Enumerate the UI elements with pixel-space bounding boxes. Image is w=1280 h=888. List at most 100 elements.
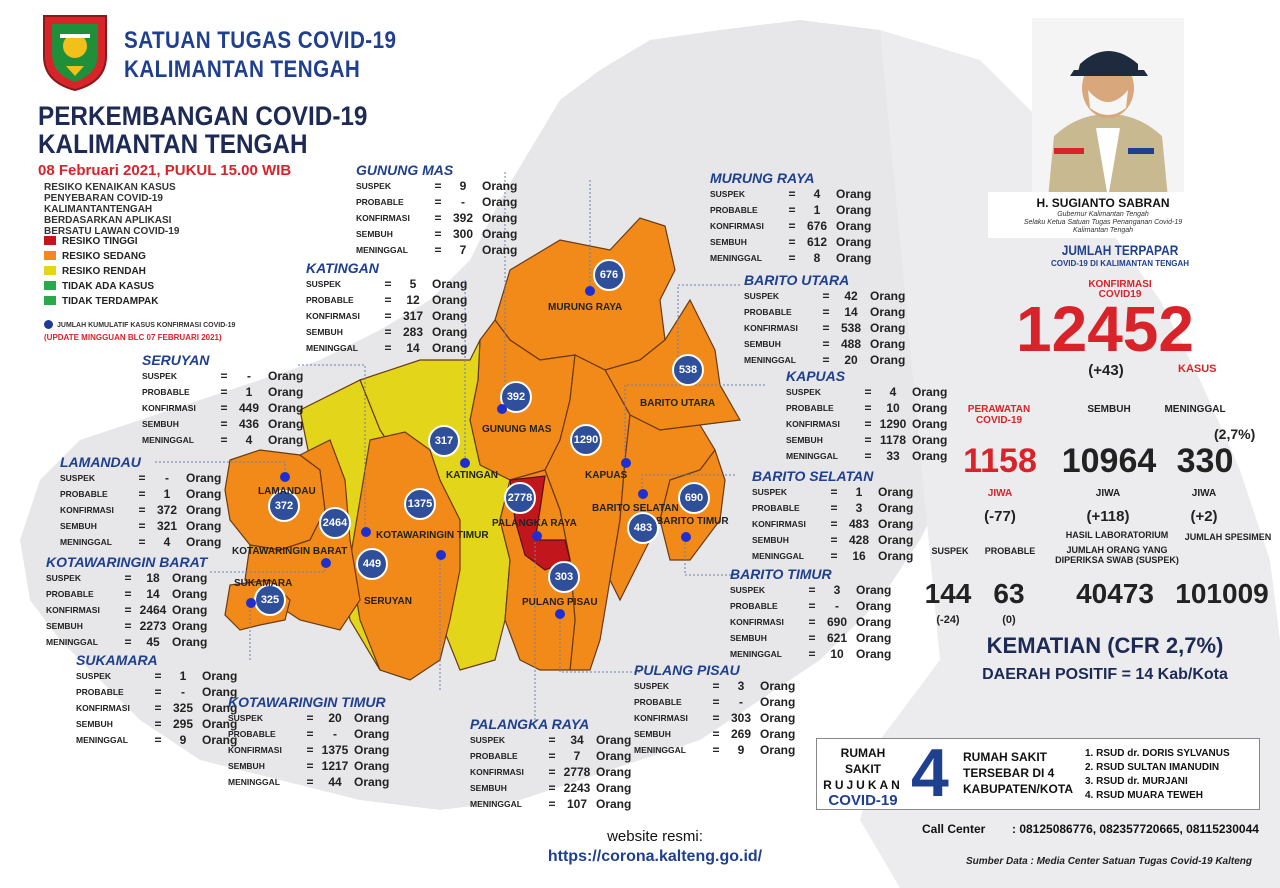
summary-subheading: COVID-19 DI KALIMANTAN TENGAH (1050, 259, 1190, 268)
stat-label: KONFIRMASI (142, 403, 196, 413)
stat-row-konfirmasi: KONFIRMASI = 1290 Orang (786, 416, 947, 432)
stat-label: SUSPEK (356, 181, 391, 191)
stat-equals: = (434, 243, 442, 257)
spesimen-count: 101009 (1175, 578, 1269, 609)
region-stats: SUSPEK = - Orang PROBABLE = 1 Orang KONFIRMASI = 3… (60, 470, 221, 550)
stat-row-sembuh: SEMBUH = 488 Orang (744, 336, 905, 352)
stat-equals: = (138, 519, 146, 533)
map-label-katingan: KATINGAN (446, 470, 499, 481)
stat-equals: = (124, 635, 132, 649)
case-circle-katingan[interactable]: 317 (428, 425, 460, 457)
stat-label: SEMBUH (752, 535, 789, 545)
meninggal-count: 330 (1176, 442, 1234, 480)
probable-count: 63 (993, 578, 1025, 609)
stat-row-probable: PROBABLE = 12 Orang (306, 292, 467, 308)
case-circle-barito-utara[interactable]: 538 (672, 354, 704, 386)
stat-label: SUSPEK (752, 487, 787, 497)
stat-equals: = (822, 289, 830, 303)
case-circle-gunung-mas[interactable]: 392 (500, 381, 532, 413)
website-url-link[interactable]: https://corona.kalteng.go.id/ (547, 848, 763, 865)
stat-value: 2243 (563, 781, 591, 795)
stat-equals: = (154, 717, 162, 731)
stat-equals: = (124, 603, 132, 617)
stat-unit: Orang (878, 501, 914, 515)
case-circle-barito-timur[interactable]: 690 (678, 482, 710, 514)
stat-unit: Orang (172, 603, 208, 617)
case-circle-palangka-raya[interactable]: 2778 (504, 482, 536, 514)
stat-unit: Orang (354, 743, 390, 757)
region-stats: SUSPEK = 18 Orang PROBABLE = 14 Orang KONFIRMASI… (46, 570, 207, 650)
case-circle-kapuas[interactable]: 1290 (570, 424, 602, 456)
stat-unit: Orang (912, 449, 948, 463)
governor-role-line: Gubernur Kalimantan Tengah (1057, 211, 1149, 218)
stat-value: 10 (830, 647, 844, 661)
stat-label: PROBABLE (356, 197, 404, 207)
map-label-barito-utara: BARITO UTARA (640, 398, 716, 409)
stat-value: 45 (146, 635, 160, 649)
stat-unit: Orang (856, 647, 892, 661)
case-circle-murung-raya[interactable]: 676 (593, 259, 625, 291)
stat-value: 488 (840, 337, 862, 351)
stat-equals: = (712, 679, 720, 693)
stat-unit: Orang (172, 587, 208, 601)
stat-unit: Orang (432, 277, 468, 291)
stat-unit: Orang (202, 717, 238, 731)
stat-value: 1 (179, 669, 187, 683)
stat-row-meninggal: MENINGGAL = 107 Orang (470, 796, 631, 812)
stat-value: 18 (146, 571, 160, 585)
stat-value: 20 (328, 711, 342, 725)
map-label-kapuas: KAPUAS (585, 470, 628, 481)
stat-equals: = (384, 309, 392, 323)
region-block-barito-utara: BARITO UTARA SUSPEK = 42 Orang PROBABLE = 14 Or… (744, 272, 905, 368)
stat-unit: Orang (354, 759, 390, 773)
case-circle-pulang-pisau[interactable]: 303 (548, 561, 580, 593)
stat-unit: Orang (870, 353, 906, 367)
stat-row-probable: PROBABLE = 10 Orang (786, 400, 947, 416)
stat-value: 690 (826, 615, 848, 629)
stat-row-probable: PROBABLE = - Orang (634, 694, 795, 710)
stat-label: SEMBUH (356, 229, 393, 239)
stat-equals: = (830, 485, 838, 499)
stat-value: 107 (566, 797, 588, 811)
stat-value: 10 (886, 401, 900, 415)
perawatan-count: 1158 (963, 442, 1037, 480)
stat-label: KONFIRMASI (470, 767, 524, 777)
case-circle-kotawaringin-timur[interactable]: 1375 (404, 488, 436, 520)
case-circle-seruyan[interactable]: 449 (356, 548, 388, 580)
stat-equals: = (384, 325, 392, 339)
case-circle-lamandau[interactable]: 372 (268, 490, 300, 522)
stat-label: SEMBUH (60, 521, 97, 531)
stat-unit: Orang (268, 417, 304, 431)
legend-swatch-tidak-ada (44, 281, 56, 290)
region-block-palangka-raya: PALANGKA RAYA SUSPEK = 34 Orang PROBABLE = 7 Or… (470, 716, 631, 812)
region-stats: SUSPEK = 42 Orang PROBABLE = 14 Orang KONFIRMASI… (744, 288, 905, 368)
stat-value: 483 (848, 517, 870, 531)
stat-value: 3 (737, 679, 745, 693)
page-title: PERKEMBANGAN COVID-19 KALIMANTAN TENGAH (38, 102, 367, 158)
stat-equals: = (548, 781, 556, 795)
marker-dot-kotawaringin-timur (436, 550, 446, 560)
stat-row-suspek: SUSPEK = 34 Orang (470, 732, 631, 748)
stat-label: MENINGGAL (76, 735, 128, 745)
kasus-label: KASUS (1178, 363, 1217, 375)
stat-equals: = (220, 385, 228, 399)
stat-value: 2778 (563, 765, 591, 779)
stat-row-sembuh: SEMBUH = 300 Orang (356, 226, 517, 242)
stat-value: - (835, 599, 839, 613)
stat-equals: = (154, 733, 162, 747)
stat-label: KONFIRMASI (634, 713, 688, 723)
stat-row-konfirmasi: KONFIRMASI = 392 Orang (356, 210, 517, 226)
case-circle-barito-selatan[interactable]: 483 (627, 512, 659, 544)
stat-value: 269 (730, 727, 752, 741)
stat-equals: = (306, 759, 314, 773)
governor-role: Gubernur Kalimantan Tengah Selaku Ketua … (988, 211, 1218, 235)
stat-row-suspek: SUSPEK = 18 Orang (46, 570, 207, 586)
stat-equals: = (154, 701, 162, 715)
marker-dot-seruyan (361, 527, 371, 537)
case-circle-kotawaringin-barat[interactable]: 2464 (319, 507, 351, 539)
region-block-kotawaringin-timur: KOTAWARINGIN TIMUR SUSPEK = 20 Orang PROBABL… (228, 694, 389, 790)
stat-value: 9 (459, 179, 467, 193)
stat-row-suspek: SUSPEK = 9 Orang (356, 178, 517, 194)
stat-equals: = (306, 727, 314, 741)
stat-value: 1 (855, 485, 863, 499)
